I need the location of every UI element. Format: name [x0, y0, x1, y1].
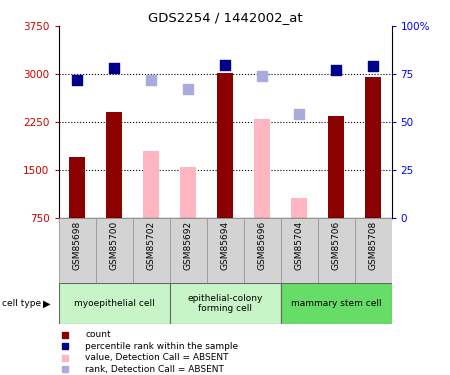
Point: [295, 111, 302, 117]
Text: GSM85708: GSM85708: [369, 221, 378, 270]
Text: rank, Detection Call = ABSENT: rank, Detection Call = ABSENT: [85, 365, 224, 374]
Bar: [355, 217, 392, 283]
Bar: [170, 283, 280, 324]
Point: [333, 67, 340, 73]
Title: GDS2254 / 1442002_at: GDS2254 / 1442002_at: [148, 11, 302, 24]
Bar: [364, 77, 381, 218]
Point: [148, 77, 155, 83]
Text: epithelial-colony
forming cell: epithelial-colony forming cell: [187, 294, 263, 314]
Point: [369, 63, 377, 69]
Bar: [58, 283, 170, 324]
Text: count: count: [85, 330, 111, 339]
Bar: [106, 112, 122, 218]
Bar: [328, 116, 344, 218]
Bar: [318, 217, 355, 283]
Text: GSM85698: GSM85698: [72, 221, 81, 270]
Bar: [143, 150, 159, 217]
Bar: [58, 217, 95, 283]
Point: [221, 62, 229, 68]
Text: GSM85702: GSM85702: [147, 221, 156, 270]
Bar: [280, 217, 318, 283]
Text: GSM85696: GSM85696: [257, 221, 266, 270]
Point: [258, 73, 265, 79]
Bar: [207, 217, 243, 283]
Text: percentile rank within the sample: percentile rank within the sample: [85, 342, 238, 351]
Text: ▶: ▶: [43, 299, 50, 309]
Bar: [132, 217, 170, 283]
Point: [73, 77, 81, 83]
Text: value, Detection Call = ABSENT: value, Detection Call = ABSENT: [85, 353, 229, 362]
Bar: [95, 217, 132, 283]
Point: [184, 86, 192, 92]
Text: GSM85694: GSM85694: [220, 221, 230, 270]
Bar: [280, 283, 392, 324]
Bar: [217, 73, 233, 217]
Text: GSM85692: GSM85692: [184, 221, 193, 270]
Bar: [291, 198, 307, 217]
Text: GSM85700: GSM85700: [109, 221, 118, 270]
Text: cell type: cell type: [2, 299, 41, 308]
Bar: [69, 157, 86, 218]
Text: myoepithelial cell: myoepithelial cell: [74, 299, 154, 308]
Bar: [243, 217, 280, 283]
Bar: [170, 217, 207, 283]
Text: GSM85706: GSM85706: [332, 221, 341, 270]
Point: [110, 65, 117, 71]
Bar: [254, 118, 270, 218]
Bar: [180, 166, 196, 218]
Text: GSM85704: GSM85704: [294, 221, 303, 270]
Text: mammary stem cell: mammary stem cell: [291, 299, 381, 308]
